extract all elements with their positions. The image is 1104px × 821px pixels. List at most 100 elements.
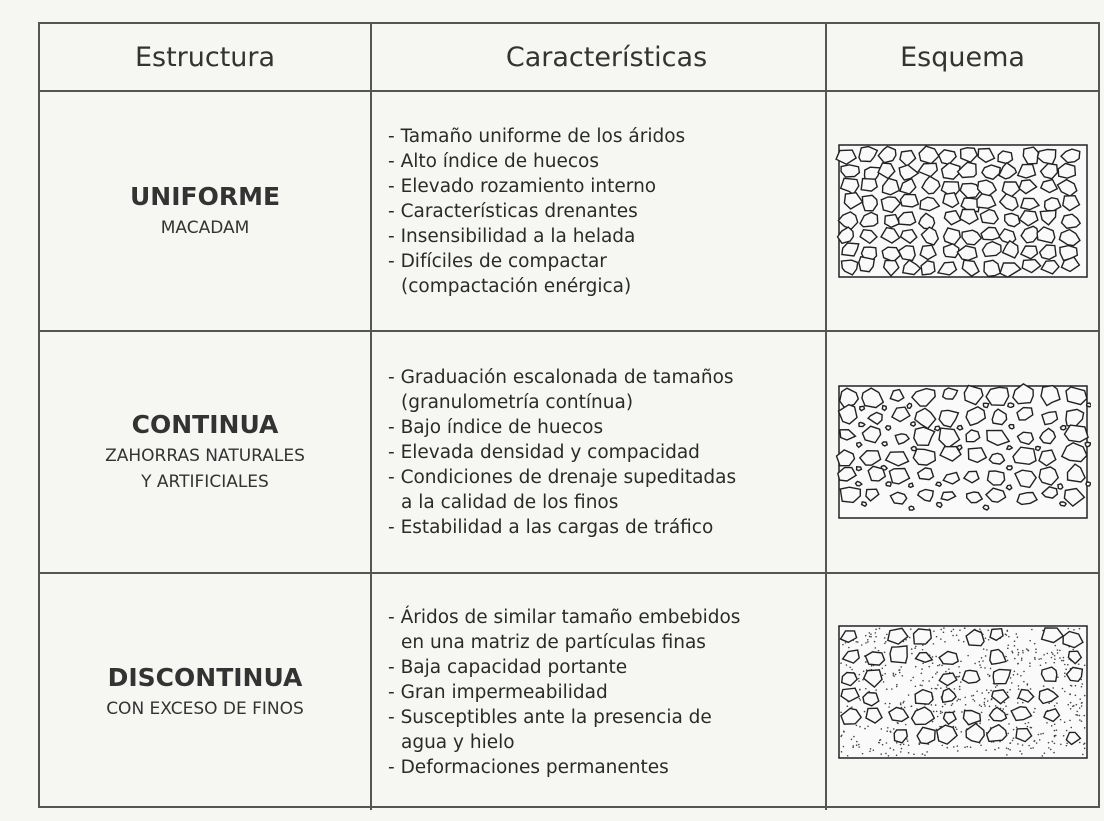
fine-particle bbox=[955, 675, 957, 678]
stone bbox=[901, 259, 921, 276]
fine-particle bbox=[950, 630, 952, 633]
fine-particle bbox=[934, 704, 936, 706]
fine-particle bbox=[1004, 633, 1006, 636]
fine-particle bbox=[868, 632, 870, 634]
stone bbox=[961, 669, 981, 684]
fine-particle bbox=[1027, 744, 1030, 747]
header-row: Estructura Características Esquema bbox=[40, 24, 1098, 92]
fine-particle bbox=[903, 706, 906, 709]
stone bbox=[1059, 148, 1081, 164]
stone bbox=[1039, 178, 1058, 194]
fine-particle bbox=[1028, 665, 1031, 667]
stone bbox=[1084, 441, 1091, 448]
stone bbox=[838, 428, 857, 441]
fine-particle bbox=[1072, 704, 1075, 707]
fine-particle bbox=[1068, 693, 1071, 696]
structure-subtitle: MACADAM bbox=[160, 217, 250, 238]
fine-particle bbox=[860, 644, 863, 646]
fine-particle bbox=[945, 686, 947, 688]
fine-particle bbox=[921, 679, 924, 682]
fine-particle bbox=[1083, 694, 1086, 697]
fine-particle bbox=[1028, 662, 1031, 664]
fine-particle bbox=[1063, 663, 1066, 666]
stone bbox=[840, 259, 858, 276]
fine-particle bbox=[1017, 688, 1019, 690]
stone bbox=[1040, 410, 1058, 426]
stone bbox=[991, 668, 1011, 685]
stone bbox=[911, 448, 936, 466]
fine-particle bbox=[1029, 688, 1031, 690]
fine-particle bbox=[884, 664, 886, 667]
aggregate-scheme bbox=[837, 625, 1088, 759]
fine-particle bbox=[898, 669, 901, 671]
fine-particle bbox=[855, 744, 857, 747]
header-cell: Estructura bbox=[40, 24, 372, 90]
fine-particle bbox=[920, 672, 922, 675]
fine-particle bbox=[956, 745, 958, 747]
stone bbox=[883, 213, 900, 229]
stone bbox=[940, 687, 957, 704]
fine-particle bbox=[1009, 742, 1011, 744]
stone bbox=[893, 433, 910, 446]
stone bbox=[1022, 146, 1039, 165]
fine-particle bbox=[883, 642, 886, 645]
stone bbox=[836, 466, 857, 482]
stone bbox=[1065, 666, 1083, 683]
stone bbox=[913, 651, 933, 664]
fine-particle bbox=[1053, 742, 1055, 745]
stone bbox=[1015, 406, 1034, 421]
stone bbox=[890, 406, 911, 423]
fine-particle bbox=[892, 674, 894, 676]
fine-particle bbox=[861, 752, 863, 755]
stone bbox=[958, 208, 979, 225]
fine-particle bbox=[907, 694, 909, 696]
fine-particle bbox=[930, 687, 932, 690]
fine-particle bbox=[1041, 629, 1044, 632]
fine-particle bbox=[1050, 656, 1052, 659]
fine-particle bbox=[978, 628, 981, 631]
fine-particle bbox=[1032, 711, 1035, 714]
fine-particle bbox=[1053, 658, 1056, 660]
stone bbox=[913, 688, 934, 705]
fine-particle bbox=[1051, 740, 1053, 743]
fine-particle bbox=[970, 695, 973, 697]
fine-particle bbox=[901, 701, 904, 704]
fine-particle bbox=[869, 748, 871, 750]
stone bbox=[857, 421, 866, 428]
stone bbox=[857, 255, 875, 273]
fine-particle bbox=[885, 688, 888, 690]
stone bbox=[858, 228, 878, 245]
stone bbox=[907, 505, 915, 511]
characteristic-line: Gran impermeabilidad bbox=[388, 680, 825, 705]
fine-particle bbox=[979, 744, 982, 747]
fine-particle bbox=[1056, 649, 1058, 651]
fine-particle bbox=[1025, 648, 1027, 650]
fine-particle bbox=[1050, 651, 1053, 654]
fine-particle bbox=[1009, 677, 1011, 679]
fine-particle bbox=[1039, 664, 1041, 667]
fine-particle bbox=[979, 666, 982, 669]
fine-particle bbox=[969, 746, 971, 748]
stone bbox=[1011, 446, 1037, 466]
stone bbox=[858, 449, 881, 466]
fine-particle bbox=[986, 673, 989, 676]
fine-particle bbox=[1080, 683, 1083, 685]
stone bbox=[976, 147, 995, 164]
fine-particle bbox=[1007, 723, 1010, 725]
stone bbox=[855, 465, 862, 472]
fine-particle bbox=[1006, 659, 1008, 662]
fine-particle bbox=[918, 742, 920, 744]
fine-particle bbox=[919, 684, 921, 686]
characteristic-line: Estabilidad a las cargas de tráfico bbox=[388, 515, 825, 540]
stone bbox=[912, 426, 936, 447]
fine-particle bbox=[1016, 702, 1019, 704]
fine-particle bbox=[953, 710, 955, 712]
aggregate-scheme bbox=[835, 383, 1091, 519]
stone bbox=[1042, 707, 1060, 723]
table: Estructura Características Esquema UNIFORME… bbox=[38, 22, 1100, 810]
fine-particle bbox=[914, 665, 916, 668]
fine-particle bbox=[963, 696, 966, 699]
fine-particle bbox=[1016, 743, 1019, 745]
stone bbox=[879, 226, 900, 244]
fine-particle bbox=[942, 627, 945, 629]
